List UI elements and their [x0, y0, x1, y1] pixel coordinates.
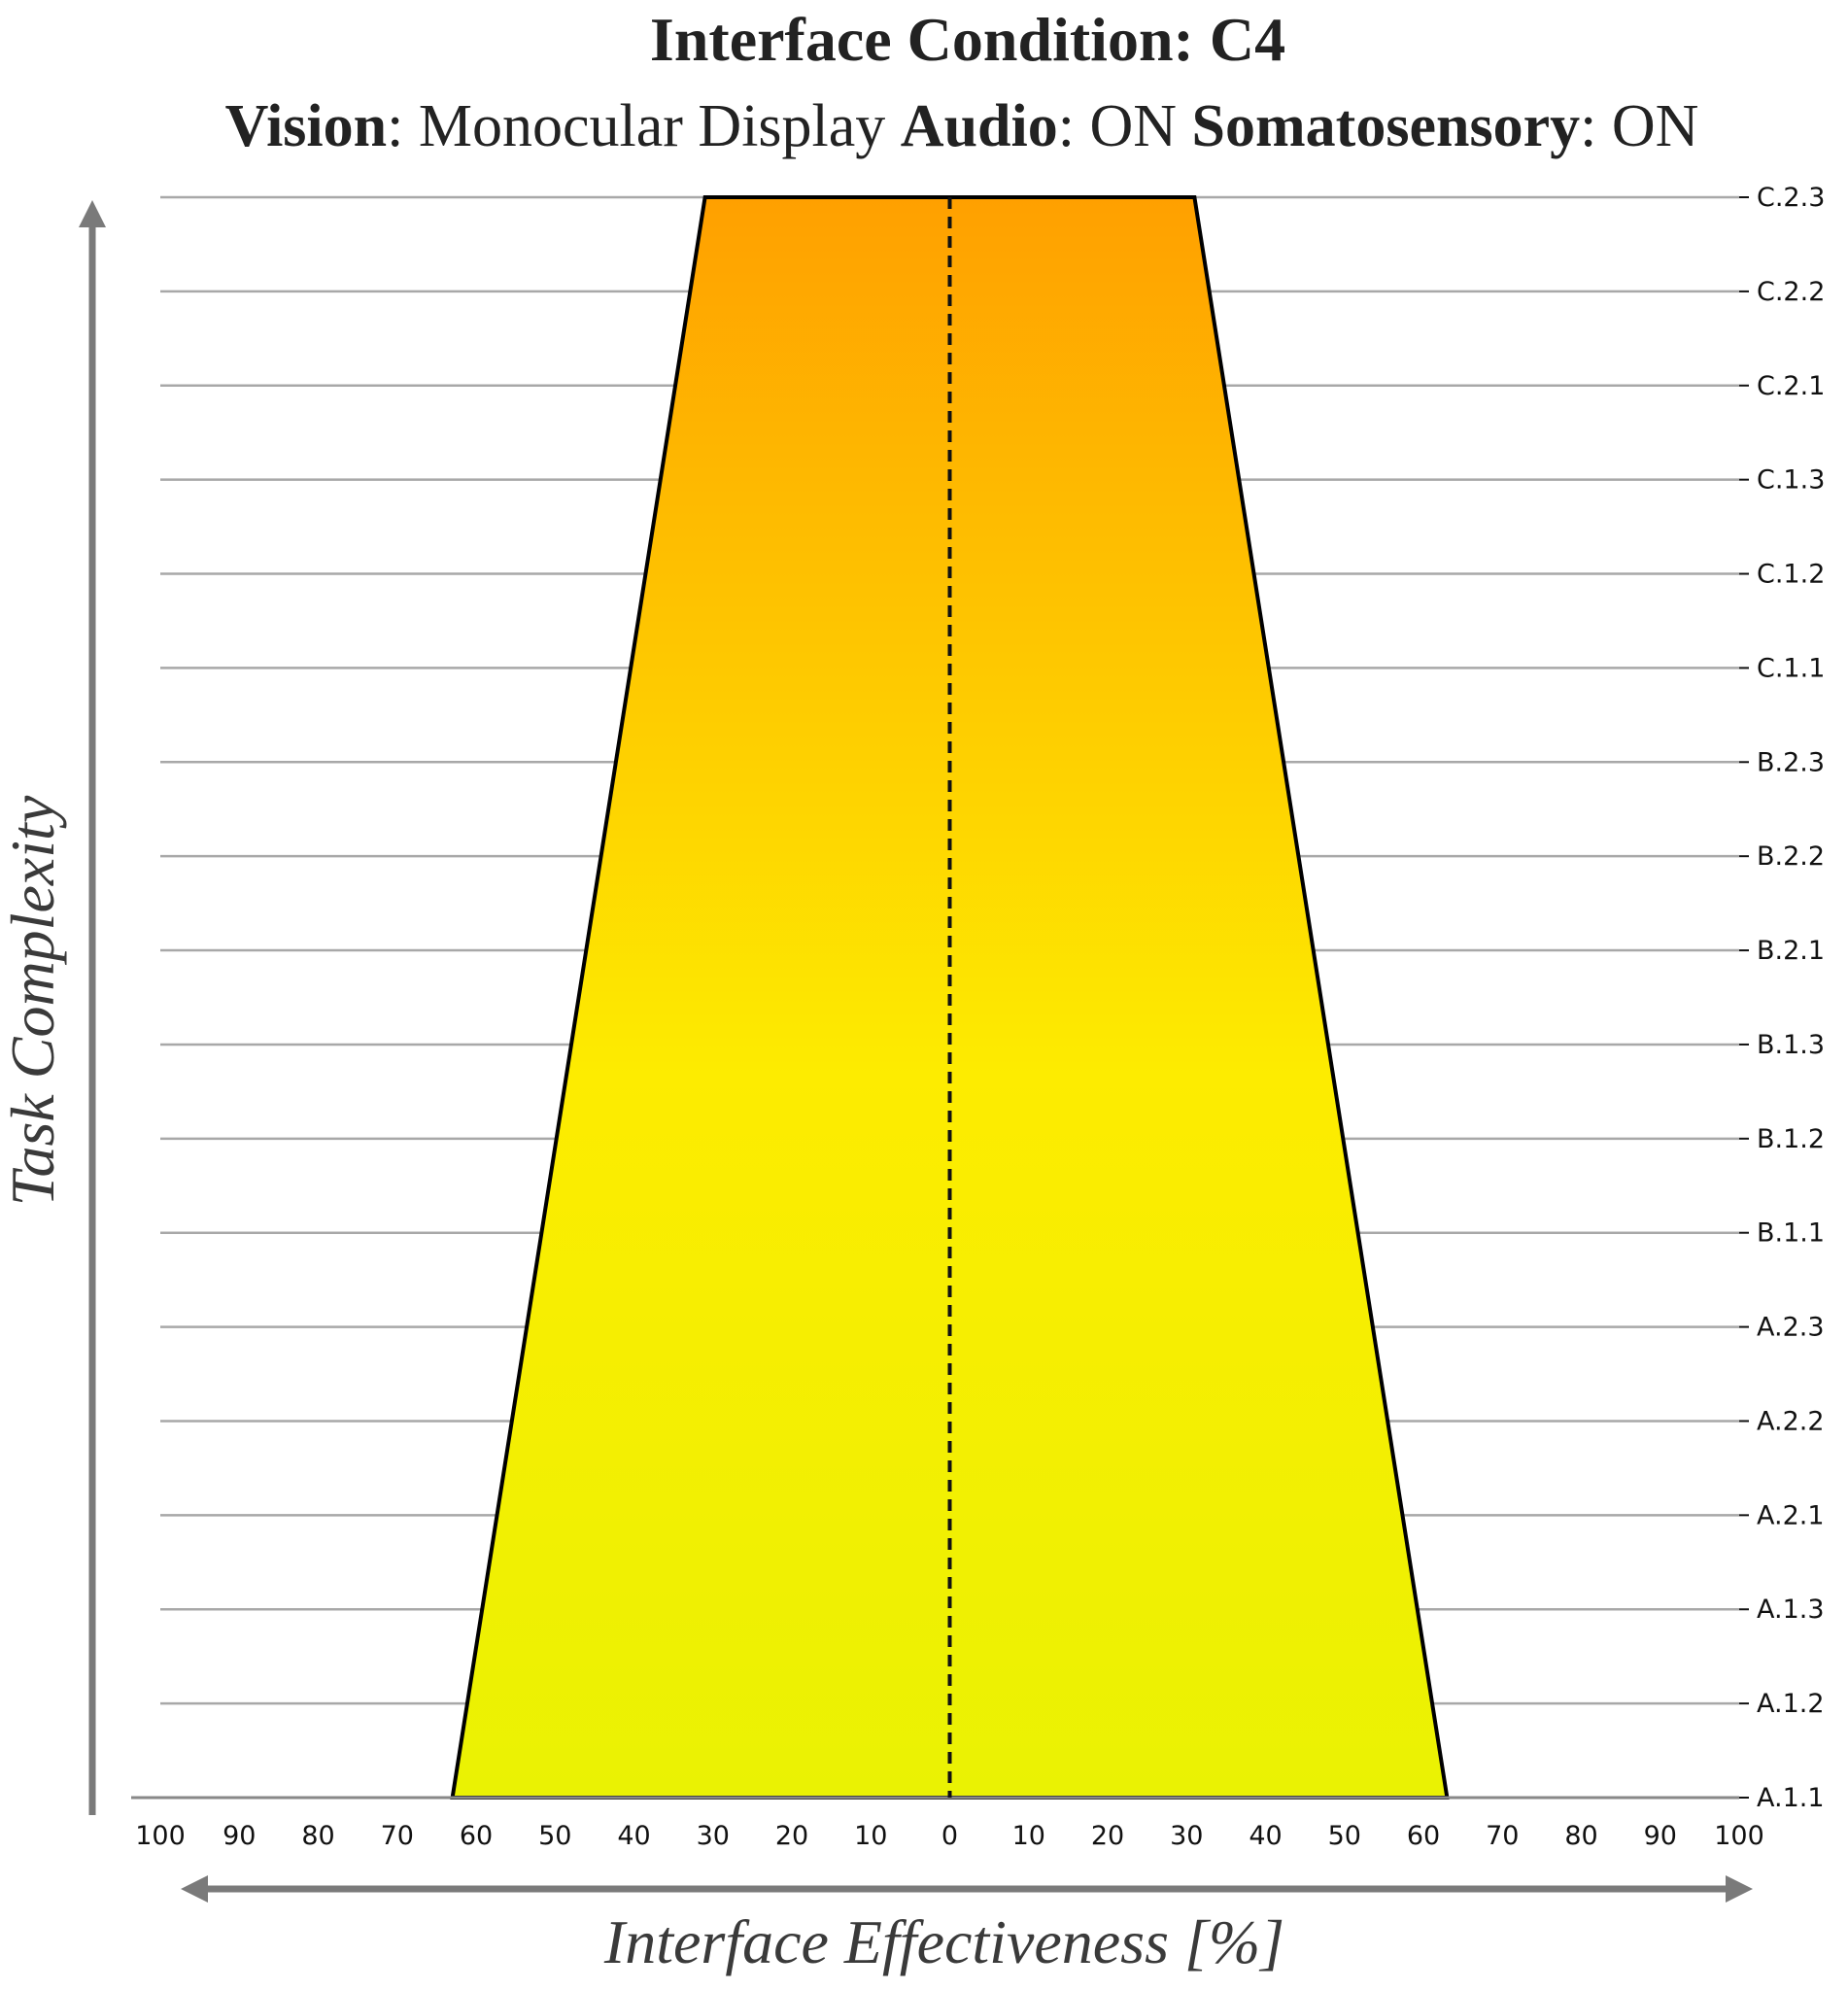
y-tick-label: C.2.1 [1757, 371, 1825, 401]
y-tick-label: B.1.2 [1757, 1124, 1825, 1154]
y-axis-title: Task Complexity [0, 795, 67, 1206]
y-tick-label: A.2.2 [1757, 1406, 1825, 1436]
x-tick-label: 90 [1644, 1821, 1677, 1851]
y-tick-label: A.1.1 [1757, 1783, 1825, 1813]
x-tick-label: 80 [301, 1821, 334, 1851]
x-tick-label: 40 [617, 1821, 650, 1851]
y-tick-label: C.1.3 [1757, 465, 1825, 496]
subtitle-part-0: Vision [225, 93, 388, 159]
y-tick-label: A.1.2 [1757, 1689, 1825, 1719]
x-tick-label: 50 [538, 1821, 571, 1851]
x-tick-label: 0 [941, 1821, 958, 1851]
subtitle-part-5: : ON [1580, 93, 1698, 159]
x-tick-label: 10 [1012, 1821, 1045, 1851]
x-tick-label: 10 [854, 1821, 887, 1851]
y-tick-label: B.2.1 [1757, 936, 1825, 966]
x-tick-label: 40 [1249, 1821, 1282, 1851]
x-tick-label: 30 [697, 1821, 730, 1851]
subtitle-part-1: : Monocular Display [387, 93, 901, 159]
x-axis-title: Interface Effectiveness [%] [603, 1907, 1284, 1976]
y-tick-label: B.2.2 [1757, 841, 1825, 872]
subtitle-part-4: Somatosensory [1192, 93, 1581, 159]
x-tick-label: 30 [1170, 1821, 1203, 1851]
chart-title: Interface Condition: C4 [650, 5, 1285, 74]
y-tick-label: C.1.2 [1757, 560, 1825, 590]
x-tick-label: 70 [381, 1821, 414, 1851]
x-tick-label: 50 [1328, 1821, 1361, 1851]
y-tick-label: A.2.3 [1757, 1313, 1825, 1343]
x-tick-label: 70 [1486, 1821, 1519, 1851]
chart-subtitle: Vision: Monocular Display Audio: ON Soma… [225, 93, 1699, 159]
x-tick-label: 20 [775, 1821, 808, 1851]
x-tick-label: 60 [460, 1821, 493, 1851]
y-tick-label: B.1.1 [1757, 1218, 1825, 1249]
y-tick-labels: A.1.1 A.1.2 A.1.3 A.2.1 A.2.2 A.2.3 B.1.1 B.1.2… [1739, 183, 1825, 1813]
y-tick-label: A.2.1 [1757, 1500, 1825, 1530]
y-tick-label: B.2.3 [1757, 747, 1825, 777]
x-tick-label: 80 [1564, 1821, 1597, 1851]
x-tick-labels: 100 90 80 70 60 50 40 30 20 10 0 10 20 30 40 50 60 70 80 90… [135, 1821, 1764, 1851]
y-tick-label: A.1.3 [1757, 1595, 1825, 1625]
x-tick-label: 100 [135, 1821, 186, 1851]
y-tick-label: B.1.3 [1757, 1030, 1825, 1060]
x-tick-label: 60 [1407, 1821, 1440, 1851]
x-tick-label: 100 [1714, 1821, 1764, 1851]
subtitle-part-3: : ON [1058, 93, 1192, 159]
subtitle-part-2: Audio [901, 93, 1058, 159]
x-tick-label: 90 [222, 1821, 256, 1851]
x-tick-label: 20 [1091, 1821, 1124, 1851]
y-tick-label: C.1.1 [1757, 653, 1825, 683]
y-tick-label: C.2.3 [1757, 183, 1825, 213]
y-tick-label: C.2.2 [1757, 277, 1825, 307]
